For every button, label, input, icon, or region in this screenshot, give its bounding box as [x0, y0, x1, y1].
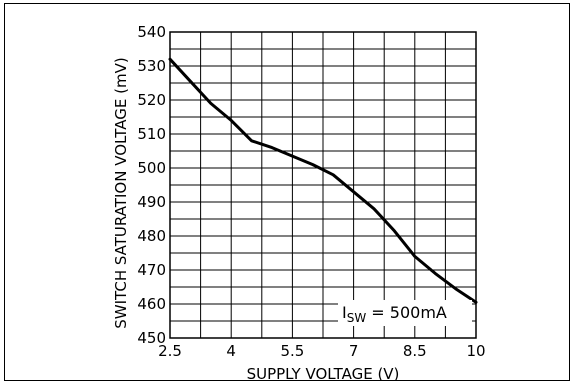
y-tick-label: 460 — [137, 295, 166, 313]
x-tick-label: 5.5 — [280, 342, 304, 360]
y-axis-title: SWITCH SATURATION VOLTAGE (mV) — [112, 57, 130, 328]
annotation-background — [338, 300, 472, 326]
y-tick-label: 450 — [137, 329, 166, 347]
x-tick-label: 2.5 — [158, 342, 182, 360]
annotation-subscript: SW — [347, 311, 367, 325]
y-tick-label: 540 — [137, 23, 166, 41]
x-tick-label: 4 — [226, 342, 236, 360]
series-line — [168, 57, 478, 304]
y-tick-label: 500 — [137, 159, 166, 177]
x-tick-label: 7 — [349, 342, 359, 360]
chart-frame — [4, 3, 570, 381]
y-tick-label: 530 — [137, 57, 166, 75]
annotation-symbol: I — [342, 303, 347, 322]
y-tick-labels: 450 460 470 480 490 500 510 520 530 540 — [137, 23, 166, 347]
y-tick-label: 520 — [137, 91, 166, 109]
y-tick-label: 490 — [137, 193, 166, 211]
y-tick-label: 470 — [137, 261, 166, 279]
x-axis-title: SUPPLY VOLTAGE (V) — [247, 365, 400, 383]
y-tick-label: 510 — [137, 125, 166, 143]
plot-border — [169, 31, 477, 339]
x-tick-label: 8.5 — [403, 342, 427, 360]
current-annotation: ISW = 500mA — [342, 303, 447, 325]
grid — [170, 32, 476, 338]
y-tick-label: 480 — [137, 227, 166, 245]
x-tick-labels: 2.5 4 5.5 7 8.5 10 — [158, 342, 485, 360]
x-tick-label: 10 — [466, 342, 485, 360]
annotation-text: = 500mA — [366, 303, 447, 322]
